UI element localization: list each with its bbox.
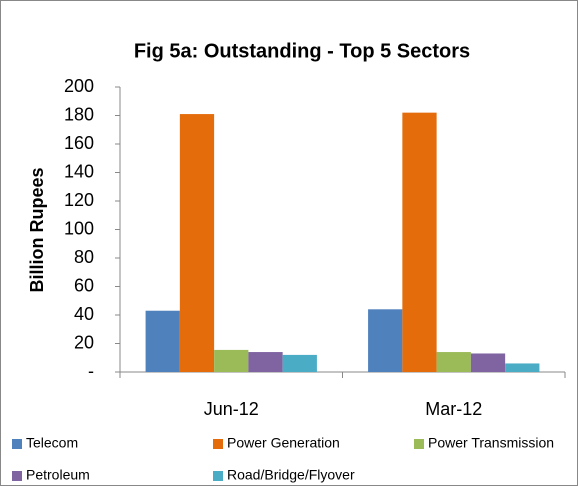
- legend-swatch: [213, 439, 223, 449]
- y-tick-label: -: [88, 361, 94, 381]
- bar: [248, 352, 283, 372]
- bar: [436, 352, 471, 372]
- legend-swatch: [12, 471, 22, 481]
- legend-label: Petroleum: [26, 467, 90, 483]
- y-tick-label: 160: [64, 133, 94, 153]
- y-tick-label: 200: [64, 76, 94, 96]
- bar: [470, 353, 506, 372]
- x-tick-label: Mar-12: [425, 399, 482, 419]
- y-tick-label: 20: [74, 332, 94, 352]
- y-tick-label: 100: [64, 218, 94, 238]
- legend-swatch: [12, 439, 22, 449]
- x-tick-label: Jun-12: [204, 399, 259, 419]
- y-tick-label: 40: [74, 304, 94, 324]
- bar: [505, 363, 540, 372]
- legend-label: Power Transmission: [428, 435, 554, 451]
- legend-label: Power Generation: [227, 435, 340, 451]
- y-axis-label: Billion Rupees: [27, 167, 47, 292]
- chart-title: Fig 5a: Outstanding - Top 5 Sectors: [134, 40, 470, 62]
- legend-swatch: [213, 471, 223, 481]
- y-tick-label: 120: [64, 190, 94, 210]
- bar: [402, 112, 437, 373]
- y-tick-label: 80: [74, 247, 94, 267]
- bar: [179, 114, 215, 372]
- y-tick-label: 180: [64, 104, 94, 124]
- bar: [145, 310, 180, 372]
- bar: [214, 349, 249, 372]
- bar: [368, 309, 403, 372]
- y-tick-label: 140: [64, 161, 94, 181]
- legend-label: Road/Bridge/Flyover: [227, 467, 355, 483]
- legend-label: Telecom: [26, 435, 78, 451]
- y-tick-label: 60: [74, 275, 94, 295]
- legend-swatch: [414, 439, 424, 449]
- bar: [282, 354, 317, 372]
